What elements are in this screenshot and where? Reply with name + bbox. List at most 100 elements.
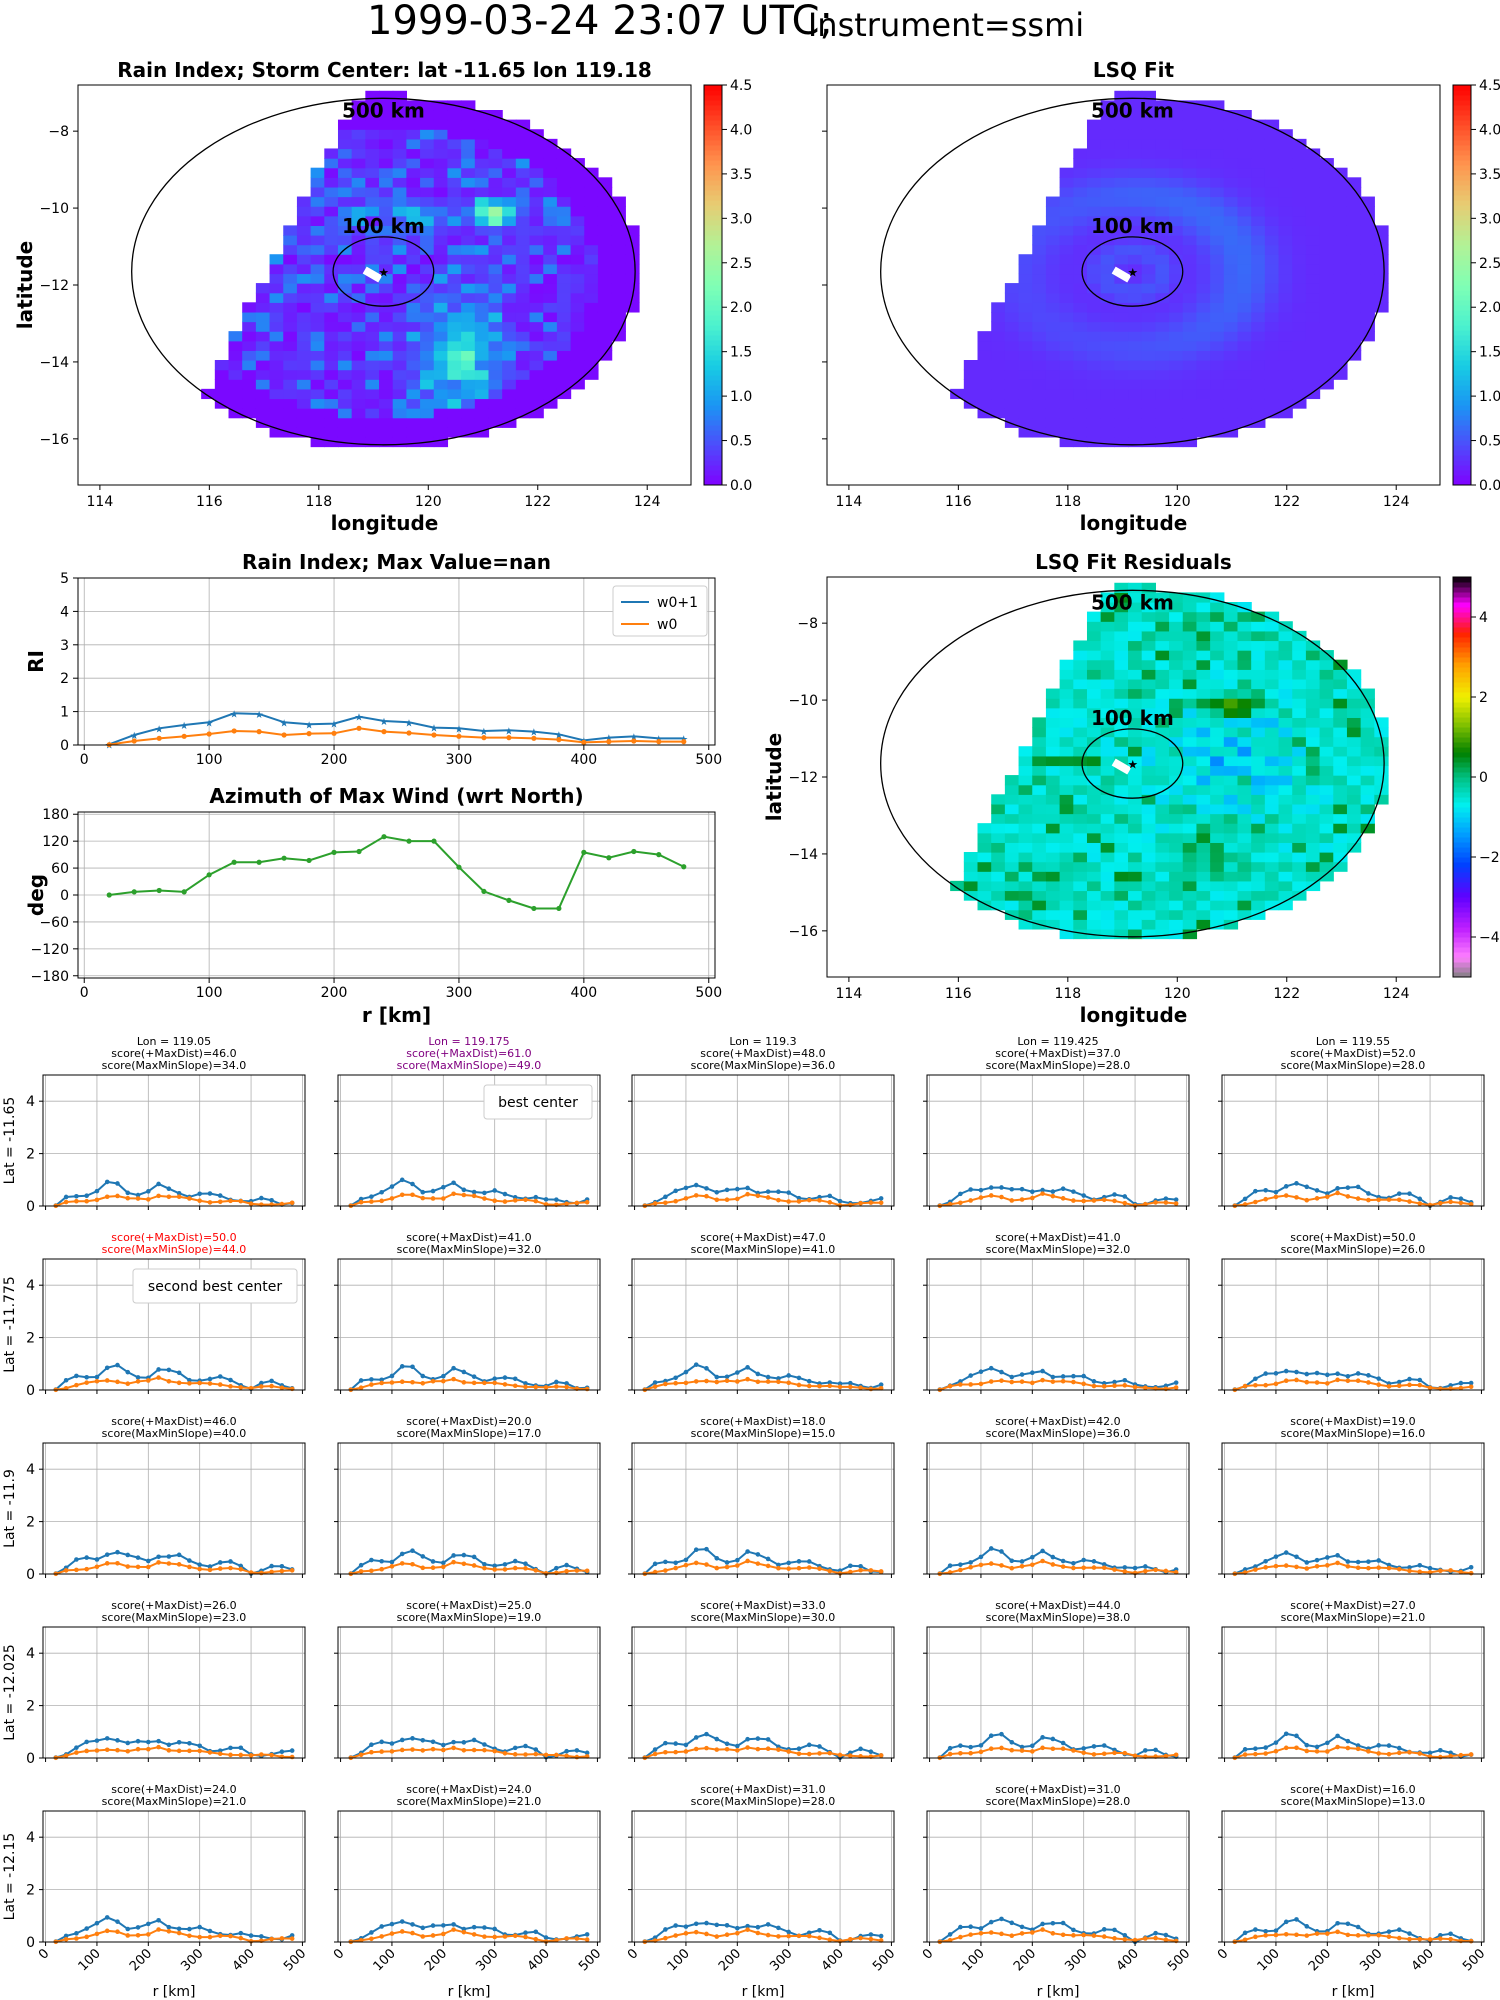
series-line-1: [1234, 1191, 1472, 1207]
pixel: [488, 254, 503, 265]
pixel: [461, 292, 476, 303]
colorbar-cell: [1453, 927, 1471, 933]
pixel: [1114, 592, 1129, 603]
x-axis-label: r [km]: [742, 1984, 785, 2000]
pixel: [392, 110, 407, 121]
point-marker: [512, 1383, 518, 1389]
colorbar-cell: [704, 235, 722, 241]
point-marker: [1242, 1383, 1248, 1389]
pixel: [488, 273, 503, 284]
pixel: [1182, 340, 1198, 351]
pixel: [1155, 803, 1170, 815]
point-marker: [1273, 1748, 1279, 1754]
pixel: [1360, 273, 1375, 284]
pixel: [1292, 331, 1307, 342]
pixel: [1128, 880, 1143, 892]
pixel: [1292, 861, 1307, 872]
pixel: [1141, 736, 1156, 747]
pixel: [1237, 775, 1252, 786]
pixel: [1237, 225, 1252, 236]
point-marker: [1396, 1927, 1402, 1933]
point-marker: [379, 1558, 384, 1564]
pixel: [1073, 775, 1088, 786]
pixel: [1264, 148, 1280, 159]
colorbar-cell: [704, 220, 722, 226]
x-axis-label: r [km]: [1037, 1984, 1080, 2000]
center-mask: [362, 266, 383, 283]
pixel: [1114, 842, 1129, 853]
pixel: [991, 823, 1006, 834]
pixel: [502, 138, 517, 150]
pixel: [379, 263, 394, 275]
pixel: [529, 215, 544, 226]
pixel: [1210, 302, 1225, 313]
pixel: [1004, 861, 1020, 872]
pixel: [1169, 707, 1184, 718]
pixel: [584, 206, 599, 217]
pixel: [1169, 417, 1184, 428]
pixel: [1305, 235, 1321, 246]
point-marker: [848, 1563, 853, 1569]
center-mask: [1111, 266, 1132, 283]
point-marker: [1081, 1557, 1086, 1563]
pixel: [1141, 100, 1156, 111]
pixel: [406, 379, 421, 390]
pixel: [337, 196, 353, 207]
pixel: [515, 254, 531, 265]
pixel: [1114, 621, 1129, 632]
pixel: [1155, 678, 1170, 690]
point-marker: [207, 1200, 213, 1205]
pixel: [214, 398, 230, 409]
x-tick-label: 120: [1164, 494, 1191, 510]
pixel: [1114, 784, 1129, 795]
pixel: [556, 225, 572, 236]
pixel: [392, 263, 407, 275]
point-marker: [656, 852, 662, 858]
point-marker: [1386, 1743, 1392, 1748]
colorbar-cell: [1453, 405, 1471, 411]
pixel: [433, 379, 449, 390]
point-marker: [1060, 1186, 1066, 1192]
colorbar-cell: [704, 185, 722, 191]
pixel: [1169, 688, 1184, 699]
point-marker: [554, 1379, 559, 1385]
pixel: [1141, 861, 1156, 872]
x-tick-label: 200: [1306, 1946, 1334, 1974]
pixel: [406, 360, 421, 371]
pixel: [1086, 302, 1102, 313]
point-marker: [228, 1745, 233, 1751]
subplot-title-line: score(+MaxDist)=16.0: [1290, 1783, 1415, 1796]
point-marker: [735, 1743, 740, 1749]
colorbar-cell: [1453, 470, 1471, 476]
pixel: [296, 331, 312, 342]
point-marker: [176, 1748, 182, 1754]
pixel: [1100, 621, 1115, 632]
colorbar-cell: [704, 115, 722, 121]
x-tick-label: 200: [321, 752, 348, 768]
point-marker: [441, 1196, 446, 1201]
pixel: [1210, 717, 1225, 728]
point-marker: [1019, 1197, 1025, 1202]
pixel: [1278, 880, 1293, 892]
pixel: [1374, 755, 1389, 767]
point-marker: [1112, 1750, 1117, 1756]
pixel: [502, 196, 517, 207]
point-marker: [878, 1382, 884, 1387]
point-marker: [1081, 1193, 1086, 1198]
pixel: [1196, 794, 1211, 805]
point-marker: [1417, 1196, 1423, 1202]
point-marker: [947, 1937, 953, 1943]
point-marker: [958, 1562, 963, 1567]
pixel: [1032, 823, 1047, 834]
pixel: [296, 263, 312, 275]
colorbar-cell: [1453, 857, 1471, 863]
pixel: [1264, 350, 1280, 361]
pixel: [365, 110, 380, 121]
point-marker: [827, 1380, 833, 1385]
point-marker: [74, 1557, 79, 1562]
pixel: [977, 379, 992, 390]
pixel: [1264, 630, 1280, 642]
point-marker: [1263, 1565, 1268, 1570]
pixel: [461, 100, 476, 111]
pixel: [1251, 813, 1266, 824]
